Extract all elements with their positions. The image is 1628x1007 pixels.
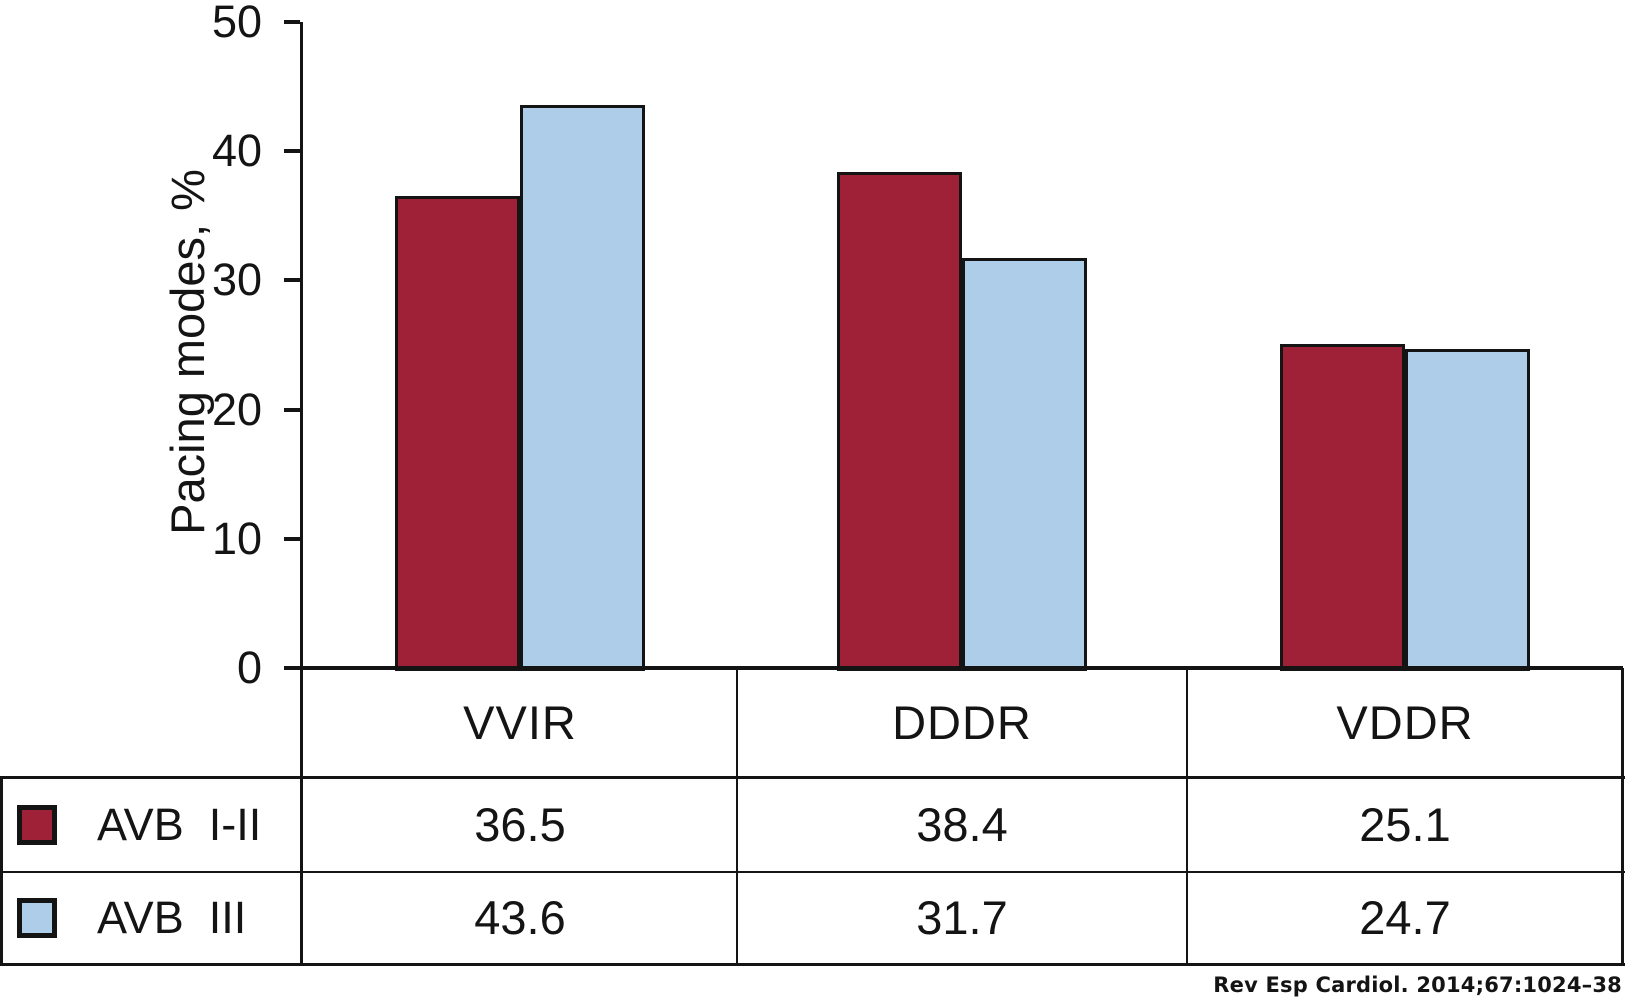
- y-axis-tick-label: 50: [211, 0, 262, 47]
- y-axis-tick-label: 40: [211, 125, 262, 176]
- table-line-h2: [0, 871, 1625, 873]
- y-axis-tick-label: 10: [211, 513, 262, 564]
- legend-swatch-avb-i-ii: [17, 805, 57, 845]
- table-line-h3: [0, 963, 1625, 966]
- legend-swatch-avb-iii: [17, 898, 57, 938]
- category-label-vddr: VDDR: [1336, 696, 1474, 749]
- bar-dddr-avb-iii: [962, 258, 1087, 671]
- table-value-vddr-avb-i-ii: 25.1: [1359, 798, 1451, 851]
- x-axis-line: [300, 666, 1623, 670]
- table-value-dddr-avb-iii: 31.7: [916, 891, 1008, 944]
- y-axis-tick-label: 30: [211, 254, 262, 305]
- legend-label-avb-i-ii: AVB I-II: [97, 799, 262, 850]
- table-value-vvir-avb-i-ii: 36.5: [474, 798, 566, 851]
- y-axis-tick: [284, 20, 300, 24]
- legend-cell-avb-i-ii: AVB I-II: [2, 778, 303, 872]
- bar-vddr-avb-i-ii: [1280, 344, 1405, 671]
- table-line-v-col1: [736, 668, 738, 964]
- y-axis-tick: [284, 408, 300, 412]
- table-value-vddr-avb-iii: 24.7: [1359, 891, 1451, 944]
- table-line-v-left: [0, 776, 3, 964]
- y-axis-line: [300, 22, 303, 668]
- table-line-h1: [0, 776, 1625, 779]
- table-line-v-col2: [1186, 668, 1188, 964]
- table-value-dddr-avb-i-ii: 38.4: [916, 798, 1008, 851]
- table-value-vvir-avb-iii: 43.6: [474, 891, 566, 944]
- bar-dddr-avb-i-ii: [837, 172, 962, 671]
- category-label-vvir: VVIR: [463, 696, 577, 749]
- y-axis-tick-label: 20: [211, 384, 262, 435]
- y-axis-tick: [284, 278, 300, 282]
- category-label-dddr: DDDR: [892, 696, 1032, 749]
- table-line-v-axis: [300, 668, 303, 964]
- bar-vvir-avb-iii: [520, 105, 645, 671]
- legend-cell-avb-iii: AVB III: [2, 872, 303, 964]
- y-axis-tick: [284, 537, 300, 541]
- bar-vvir-avb-i-ii: [395, 196, 520, 671]
- y-axis-tick: [284, 666, 300, 670]
- y-axis-tick: [284, 149, 300, 153]
- y-axis-tick-label: 0: [236, 642, 262, 693]
- table-line-v-right: [1621, 668, 1624, 965]
- legend-label-avb-iii: AVB III: [97, 892, 247, 943]
- bar-vddr-avb-iii: [1405, 349, 1530, 671]
- citation-text: Rev Esp Cardiol. 2014;67:1024–38: [1213, 973, 1622, 997]
